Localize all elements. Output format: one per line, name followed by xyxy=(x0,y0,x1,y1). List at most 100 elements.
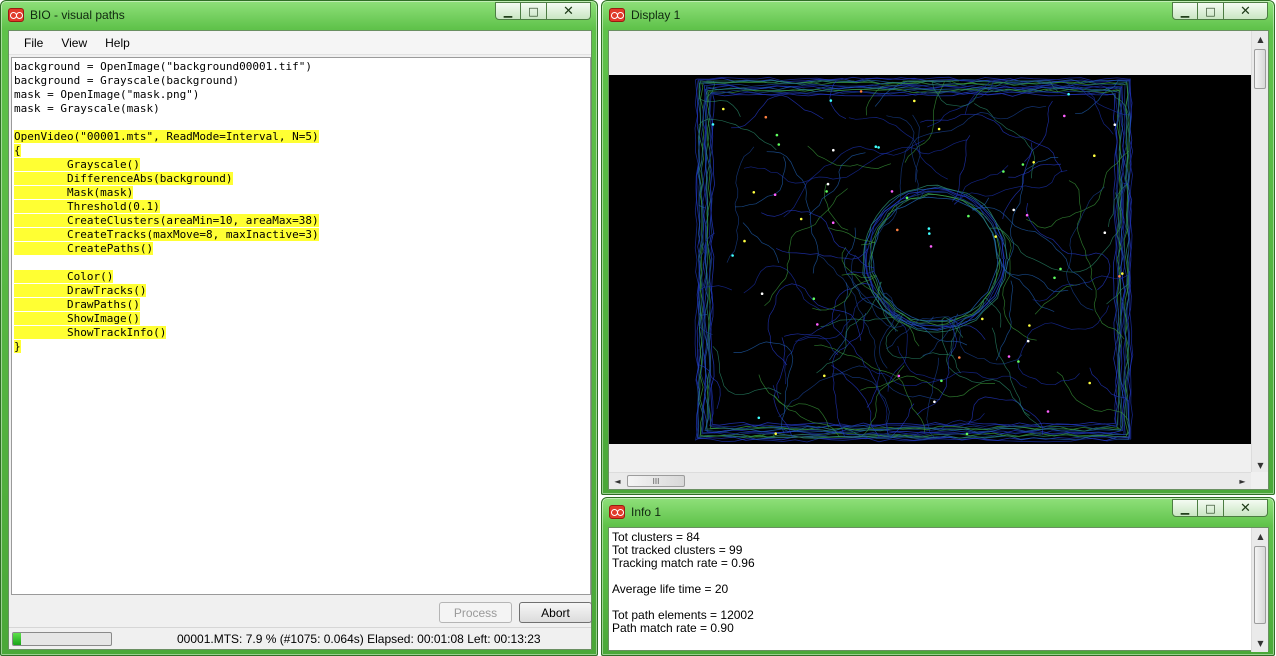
display-window: Display 1 ▁ □ ✕ ▲ ▼ ◄ III ► xyxy=(601,0,1275,495)
track-path xyxy=(874,115,915,238)
info-minimize-button[interactable]: ▁ xyxy=(1172,499,1198,517)
tracked-cluster-dot xyxy=(826,182,830,186)
track-path xyxy=(926,357,948,438)
tracked-cluster-dot xyxy=(812,297,816,300)
main-window-title: BIO - visual paths xyxy=(30,8,125,22)
track-path xyxy=(860,375,996,398)
info-close-button[interactable]: ✕ xyxy=(1224,499,1268,517)
scroll-right-arrow[interactable]: ► xyxy=(1239,477,1246,486)
track-path xyxy=(702,85,1125,434)
track-path xyxy=(991,327,1030,416)
scroll-up-arrow[interactable]: ▲ xyxy=(1257,35,1264,44)
track-path xyxy=(705,87,1123,432)
tracked-cluster-dot xyxy=(937,127,941,131)
main-titlebar[interactable]: BIO - visual paths ▁ □ ✕ xyxy=(1,1,597,29)
track-path xyxy=(862,184,1009,333)
process-button[interactable]: Process xyxy=(439,602,512,623)
track-path xyxy=(698,349,721,409)
display-minimize-button[interactable]: ▁ xyxy=(1172,2,1198,20)
tracked-cluster-dot xyxy=(929,245,933,248)
tracked-cluster-dot xyxy=(764,115,768,119)
display-client-area: ▲ ▼ ◄ III ► xyxy=(608,30,1269,490)
info-line: Path match rate = 0.90 xyxy=(612,621,734,635)
tracking-image[interactable] xyxy=(609,75,1252,444)
track-path xyxy=(742,222,780,264)
tracked-cluster-dot xyxy=(757,416,761,420)
code-line: Threshold(0.1) xyxy=(14,200,590,214)
info-scroll-thumb[interactable] xyxy=(1254,546,1266,624)
track-path xyxy=(743,139,925,184)
track-path xyxy=(967,396,1044,435)
scroll-left-arrow[interactable]: ◄ xyxy=(614,477,621,486)
display-window-title: Display 1 xyxy=(631,8,681,22)
display-titlebar[interactable]: Display 1 ▁ □ ✕ xyxy=(602,1,1274,29)
tracked-cluster-dot xyxy=(825,190,828,193)
vertical-scroll-thumb[interactable] xyxy=(1254,49,1266,89)
code-line: DrawTracks() xyxy=(14,284,590,298)
display-close-button[interactable]: ✕ xyxy=(1224,2,1268,20)
track-path xyxy=(1006,157,1059,270)
track-path xyxy=(869,191,1003,327)
info-scroll-down-arrow[interactable]: ▼ xyxy=(1257,639,1264,648)
code-line-text: CreateTracks(maxMove=8, maxInactive=3) xyxy=(14,228,319,241)
track-path xyxy=(741,433,775,438)
progress-fill xyxy=(13,633,21,645)
tracked-cluster-dot xyxy=(743,239,746,243)
tracked-cluster-dot xyxy=(816,323,819,326)
track-path xyxy=(704,86,1124,433)
info-vertical-scrollbar[interactable]: ▲ ▼ xyxy=(1251,528,1268,652)
close-button[interactable]: ✕ xyxy=(547,2,591,20)
tracked-cluster-dot xyxy=(1012,208,1015,212)
menu-help[interactable]: Help xyxy=(105,35,130,50)
info-maximize-button[interactable]: □ xyxy=(1198,499,1224,517)
minimize-button[interactable]: ▁ xyxy=(495,2,521,20)
track-path xyxy=(865,80,985,116)
menu-file[interactable]: File xyxy=(24,35,44,50)
horizontal-scrollbar[interactable]: ◄ III ► xyxy=(609,472,1252,489)
display-caption-buttons: ▁ □ ✕ xyxy=(1172,2,1268,20)
scroll-down-arrow[interactable]: ▼ xyxy=(1257,461,1264,470)
code-line: OpenVideo("00001.mts", ReadMode=Interval… xyxy=(14,130,590,144)
tracked-cluster-dot xyxy=(877,146,880,149)
code-line-text: OpenVideo("00001.mts", ReadMode=Interval… xyxy=(14,130,319,143)
script-editor[interactable]: background = OpenImage("background00001.… xyxy=(11,57,591,595)
main-client-area: File View Help background = OpenImage("b… xyxy=(8,30,592,650)
menu-view[interactable]: View xyxy=(61,35,88,50)
maximize-button[interactable]: □ xyxy=(521,2,547,20)
track-path xyxy=(776,247,869,260)
code-line: DrawPaths() xyxy=(14,298,590,312)
tracked-cluster-dot xyxy=(1025,213,1029,217)
abort-button[interactable]: Abort xyxy=(519,602,592,623)
track-path xyxy=(1034,283,1081,315)
track-path xyxy=(863,186,1008,331)
vertical-scrollbar[interactable]: ▲ ▼ xyxy=(1251,31,1268,474)
track-path xyxy=(1032,271,1130,325)
track-path xyxy=(697,79,1131,441)
app-icon xyxy=(8,8,24,22)
code-line: ShowImage() xyxy=(14,312,590,326)
track-path xyxy=(701,83,1127,436)
code-line-text: background = Grayscale(background) xyxy=(14,74,240,87)
tracked-cluster-dot xyxy=(829,99,833,102)
tracked-cluster-dot xyxy=(859,90,863,93)
tracked-cluster-dot xyxy=(897,374,901,378)
tracked-cluster-dot xyxy=(1053,276,1056,280)
info-line: Tot clusters = 84 xyxy=(612,530,700,544)
tracked-cluster-dot xyxy=(711,123,715,126)
track-path xyxy=(865,190,1005,328)
info-line: Average life time = 20 xyxy=(612,582,729,596)
info-scroll-up-arrow[interactable]: ▲ xyxy=(1257,532,1264,541)
code-line: Color() xyxy=(14,270,590,284)
code-line: } xyxy=(14,340,590,354)
info-titlebar[interactable]: Info 1 ▁ □ ✕ xyxy=(602,498,1274,526)
track-path xyxy=(775,425,871,433)
code-line-text: Color() xyxy=(14,270,114,283)
display-maximize-button[interactable]: □ xyxy=(1198,2,1224,20)
track-path xyxy=(910,105,1047,199)
track-path xyxy=(809,152,866,216)
horizontal-scroll-thumb[interactable]: III xyxy=(627,475,685,487)
track-path xyxy=(995,280,1014,361)
track-path xyxy=(1024,100,1053,162)
tracked-cluster-dot xyxy=(752,191,756,194)
tracked-cluster-dot xyxy=(1067,92,1070,96)
